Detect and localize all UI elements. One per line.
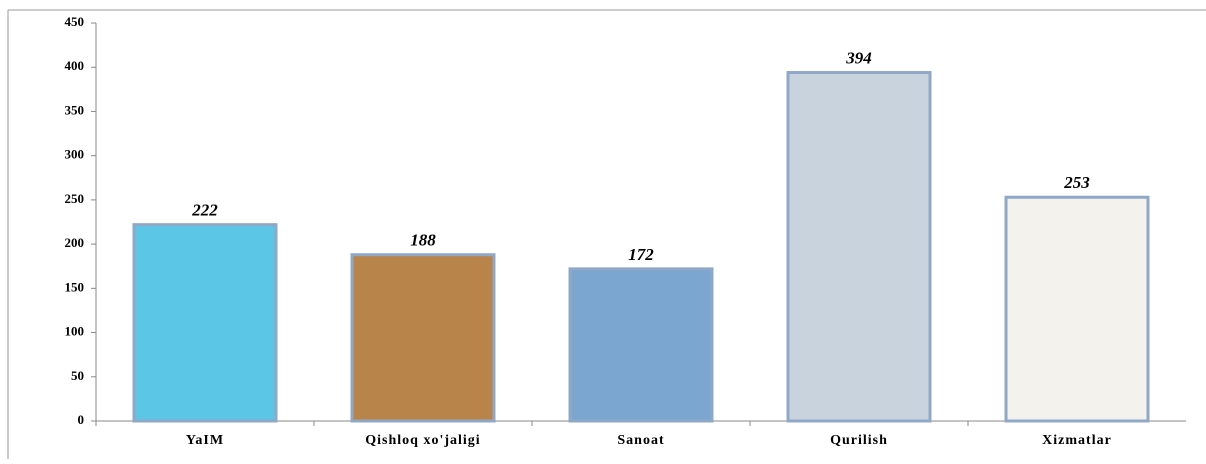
x-tick-label: Qurilish (830, 433, 888, 448)
data-label: 222 (191, 201, 218, 220)
y-tick-label: 250 (65, 191, 85, 206)
y-tick-label: 400 (65, 58, 85, 73)
y-tick-label: 100 (65, 324, 85, 339)
data-label: 172 (628, 245, 654, 264)
bar (1004, 195, 1150, 423)
data-label: 394 (845, 48, 872, 67)
x-tick-label: Sanoat (617, 433, 664, 448)
x-tick-label: YaIM (186, 433, 224, 448)
bar (350, 253, 496, 423)
data-label: 188 (410, 231, 436, 250)
y-tick-label: 200 (65, 235, 85, 250)
bar (786, 71, 932, 423)
x-tick-label: Xizmatlar (1042, 433, 1112, 448)
y-tick-label: 300 (65, 147, 85, 162)
bar (132, 223, 278, 423)
y-tick-label: 50 (71, 368, 84, 383)
data-label: 253 (1063, 173, 1090, 192)
y-tick-label: 350 (65, 102, 85, 117)
y-tick-label: 450 (65, 14, 85, 29)
x-tick-label: Qishloq xo'jaligi (365, 433, 480, 448)
bar (568, 267, 714, 423)
y-tick-label: 0 (78, 412, 85, 427)
y-tick-label: 150 (65, 279, 85, 294)
